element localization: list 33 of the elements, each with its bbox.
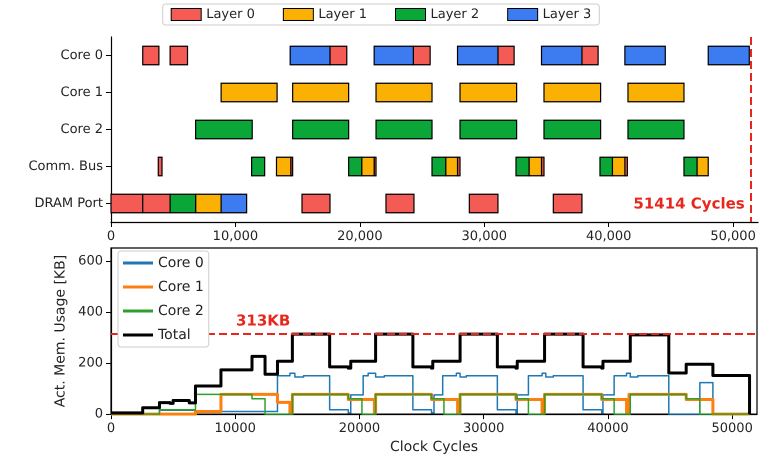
y-tick-label: 400 bbox=[78, 304, 103, 320]
x-tick-label: 30000 bbox=[463, 421, 504, 436]
y-tick-label: DRAM Port bbox=[34, 196, 103, 211]
legend-label: Layer 2 bbox=[430, 7, 480, 22]
x-tick-label: 10,000 bbox=[212, 229, 258, 244]
legend-label: Core 1 bbox=[158, 279, 204, 295]
x-tick-label: 20,000 bbox=[337, 229, 383, 244]
legend-label: Layer 1 bbox=[318, 7, 368, 22]
x-tick-label: 20000 bbox=[338, 421, 380, 436]
y-tick-label: 600 bbox=[78, 253, 103, 268]
x-axis-title: Clock Cycles bbox=[390, 439, 478, 455]
y-tick-label: Comm. Bus bbox=[28, 159, 104, 174]
legend-label: Layer 3 bbox=[542, 7, 592, 22]
y-tick-label: Core 2 bbox=[60, 122, 103, 137]
x-tick-label: 10000 bbox=[214, 421, 256, 436]
ref-line-label: 313KB bbox=[236, 312, 290, 330]
y-tick-label: Core 0 bbox=[60, 48, 103, 63]
y-axis-title: Act. Mem. Usage [KB] bbox=[52, 254, 68, 408]
y-tick-label: 0 bbox=[94, 406, 103, 422]
ref-line-label: 51414 Cycles bbox=[633, 194, 745, 212]
y-tick-label: 200 bbox=[78, 355, 103, 370]
x-tick-label: 40000 bbox=[587, 421, 629, 436]
x-tick-label: 40,000 bbox=[586, 229, 632, 244]
x-tick-label: 0 bbox=[106, 421, 116, 436]
legend-label: Core 0 bbox=[158, 255, 204, 271]
x-tick-label: 30,000 bbox=[462, 229, 508, 244]
legend-label: Total bbox=[157, 327, 191, 343]
y-tick-label: Core 1 bbox=[60, 85, 103, 100]
x-tick-label: 50,000 bbox=[710, 229, 756, 244]
legend-label: Layer 0 bbox=[206, 7, 255, 22]
legend-label: Core 2 bbox=[158, 303, 204, 319]
x-tick-label: 0 bbox=[106, 229, 116, 244]
x-tick-label: 50000 bbox=[711, 421, 753, 436]
